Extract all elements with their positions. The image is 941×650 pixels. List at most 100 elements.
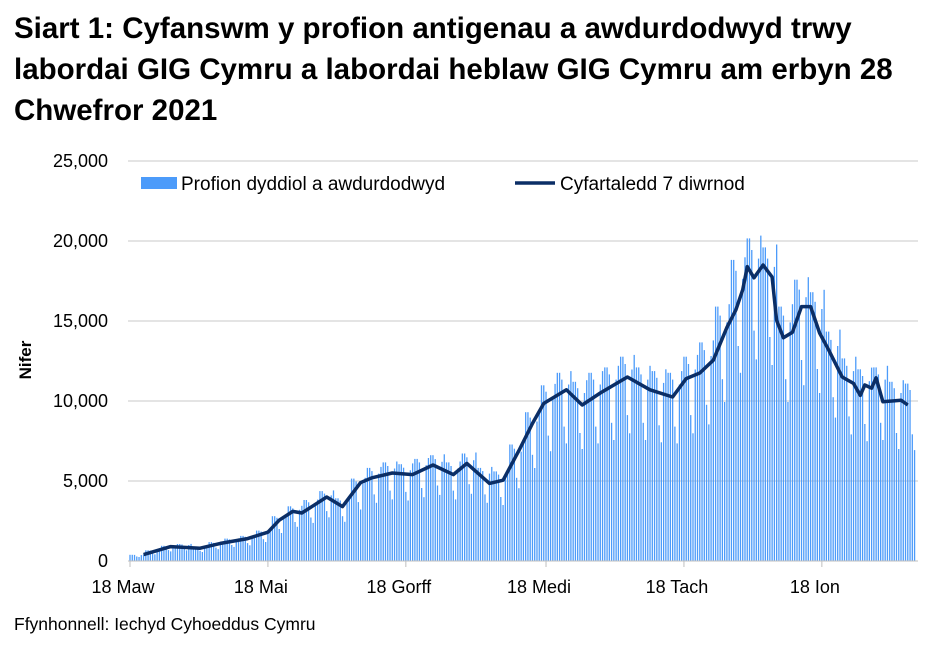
daily-bar xyxy=(608,374,610,561)
daily-bar xyxy=(520,451,522,561)
daily-bar xyxy=(604,367,606,561)
daily-bar xyxy=(830,339,832,561)
daily-bar xyxy=(785,379,787,561)
daily-bar xyxy=(780,306,782,561)
daily-bar xyxy=(228,539,231,561)
daily-bar xyxy=(167,550,170,561)
y-tick-label: 20,000 xyxy=(53,231,108,251)
y-axis-ticks: 0 5,000 10,000 15,000 20,000 25,000 xyxy=(53,151,108,571)
daily-bar xyxy=(717,306,719,561)
daily-bar xyxy=(389,490,391,561)
daily-bar xyxy=(411,463,414,561)
daily-bar xyxy=(839,329,841,561)
daily-bar xyxy=(391,499,393,561)
daily-bar xyxy=(703,350,705,561)
y-axis-label: Nifer xyxy=(16,340,35,379)
daily-bar xyxy=(194,546,197,561)
daily-bar xyxy=(307,502,310,561)
daily-bar xyxy=(565,443,568,561)
daily-bar xyxy=(556,372,558,561)
daily-bar xyxy=(509,444,511,561)
daily-bar xyxy=(760,235,762,561)
daily-bar xyxy=(723,402,726,561)
daily-bar xyxy=(581,449,583,561)
daily-bar xyxy=(891,381,893,561)
daily-bar xyxy=(816,369,818,561)
daily-bar xyxy=(278,529,280,561)
daily-bar xyxy=(222,542,224,561)
daily-bar xyxy=(540,385,543,561)
daily-bar xyxy=(773,266,776,561)
daily-bar xyxy=(441,461,443,561)
daily-bar xyxy=(796,279,798,561)
daily-bar xyxy=(789,322,791,561)
daily-bar xyxy=(895,433,898,561)
daily-bar xyxy=(156,550,158,561)
daily-bar xyxy=(733,259,735,561)
daily-bar xyxy=(348,497,350,561)
daily-bar xyxy=(176,544,179,561)
daily-bar xyxy=(208,542,210,561)
daily-bar xyxy=(676,443,678,561)
daily-bar xyxy=(213,542,215,561)
daily-bar xyxy=(425,465,427,561)
daily-bar xyxy=(452,490,454,561)
daily-bar xyxy=(900,393,902,561)
daily-bar xyxy=(547,435,549,561)
daily-bar xyxy=(577,388,579,561)
daily-bar xyxy=(769,337,771,561)
daily-bar xyxy=(201,552,203,561)
daily-bar xyxy=(875,367,877,561)
daily-bar xyxy=(798,289,800,561)
daily-bar xyxy=(726,322,728,561)
daily-bar xyxy=(755,359,757,561)
daily-bar xyxy=(445,462,448,561)
daily-bar xyxy=(701,342,703,561)
daily-bar xyxy=(859,369,861,561)
daily-bar xyxy=(536,421,538,561)
daily-bar xyxy=(563,426,565,561)
daily-bar xyxy=(237,538,240,561)
daily-bar xyxy=(190,543,192,561)
daily-bar xyxy=(834,417,837,561)
daily-bar xyxy=(877,374,880,561)
daily-bar xyxy=(138,557,140,561)
daily-bar xyxy=(298,509,301,561)
x-tick-label: 18 Ion xyxy=(790,577,840,597)
daily-bar xyxy=(818,393,821,561)
daily-bar xyxy=(534,468,536,561)
daily-bar xyxy=(289,506,292,561)
daily-bar xyxy=(742,278,744,561)
daily-bar xyxy=(656,377,658,561)
daily-bar xyxy=(359,509,362,561)
daily-bar xyxy=(346,502,348,561)
daily-bar xyxy=(384,462,387,561)
daily-bar xyxy=(249,545,251,561)
daily-bar xyxy=(473,460,475,561)
daily-bar xyxy=(787,402,789,561)
daily-bar xyxy=(814,301,816,561)
daily-bar xyxy=(170,551,172,561)
daily-bar xyxy=(436,485,439,561)
daily-bar xyxy=(866,441,868,561)
daily-bar xyxy=(339,500,341,561)
daily-bar xyxy=(719,315,721,561)
daily-bar xyxy=(619,356,622,561)
daily-bar xyxy=(852,371,855,561)
x-tick-label: 18 Medi xyxy=(507,577,571,597)
daily-bar xyxy=(649,365,651,561)
daily-bar xyxy=(470,493,473,561)
daily-bar xyxy=(240,535,242,561)
daily-bar xyxy=(911,434,913,561)
daily-bar xyxy=(635,367,638,561)
daily-bar xyxy=(647,379,649,561)
daily-bar xyxy=(396,461,398,561)
daily-bar xyxy=(764,247,766,561)
daily-bar xyxy=(432,455,434,561)
legend: Profion dyddiol a awdurdodwyd Cyfartaled… xyxy=(141,174,745,195)
daily-bar xyxy=(172,546,174,561)
daily-bar xyxy=(337,498,339,561)
daily-bar xyxy=(848,416,850,561)
daily-bar xyxy=(215,547,217,561)
daily-bar xyxy=(595,426,597,561)
